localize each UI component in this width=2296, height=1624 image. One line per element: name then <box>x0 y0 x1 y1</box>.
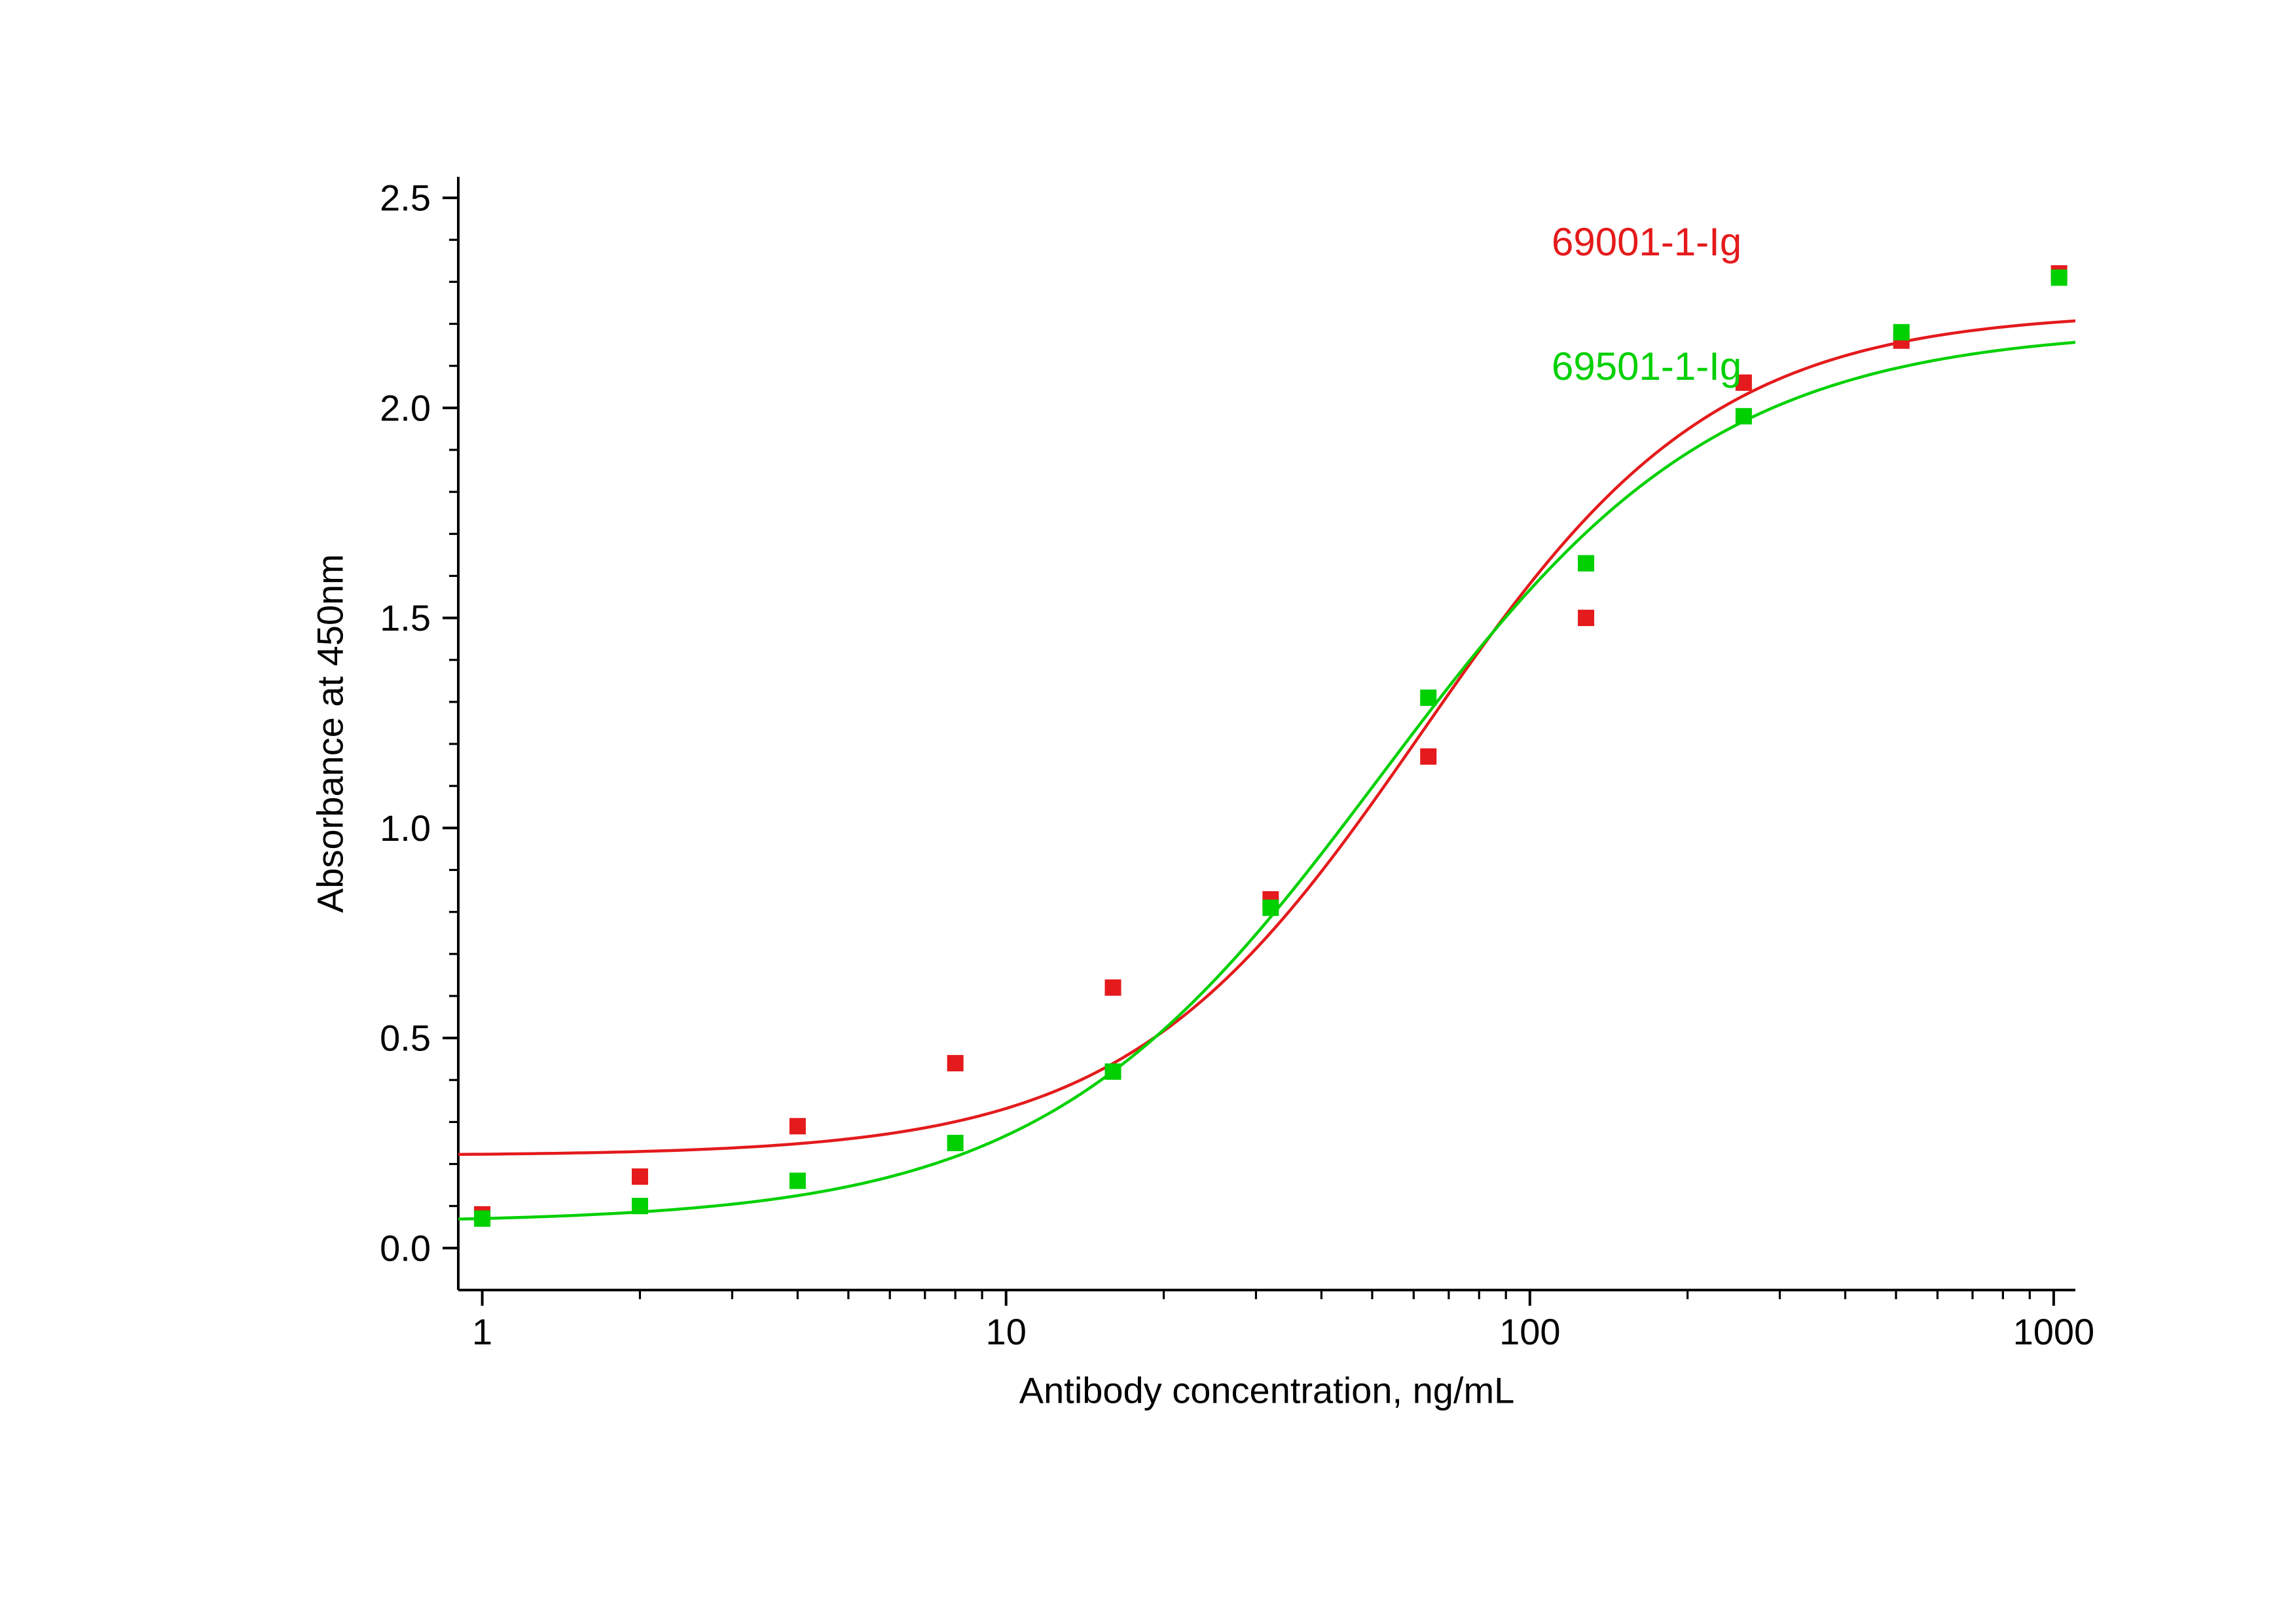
data-point <box>2051 270 2067 286</box>
data-point <box>947 1135 963 1151</box>
y-tick-label: 2.5 <box>380 177 431 219</box>
data-point <box>1421 748 1436 764</box>
y-tick-label: 2.0 <box>380 387 431 428</box>
x-tick-label: 10 <box>986 1311 1027 1352</box>
data-point <box>1421 690 1436 705</box>
data-point <box>1578 610 1594 626</box>
data-point <box>1105 980 1121 995</box>
series-label-1: 69501-1-Ig <box>1552 344 1741 388</box>
data-point <box>1893 324 1909 340</box>
y-tick-label: 1.5 <box>380 597 431 638</box>
x-axis-label: Antibody concentration, ng/mL <box>1019 1369 1514 1411</box>
data-point <box>632 1198 647 1214</box>
data-point <box>790 1118 805 1134</box>
y-tick-label: 0.0 <box>380 1227 431 1268</box>
y-axis-label: Absorbance at 450nm <box>310 554 351 913</box>
x-tick-label: 1 <box>472 1311 492 1352</box>
data-point <box>1105 1063 1121 1079</box>
x-tick-label: 1000 <box>2013 1311 2095 1352</box>
data-point <box>790 1173 805 1189</box>
dose-response-chart: 1 10 100 1000 0.0 0.5 1.0 1.5 2.0 2.5 Antibody con… <box>0 0 2296 1624</box>
data-point <box>947 1056 963 1071</box>
series-label-0: 69001-1-Ig <box>1552 220 1741 264</box>
y-tick-label: 1.0 <box>380 807 431 849</box>
y-tick-label: 0.5 <box>380 1018 431 1059</box>
data-point <box>632 1169 647 1185</box>
data-point <box>1263 900 1279 915</box>
data-point <box>475 1211 490 1227</box>
chart-container: 1 10 100 1000 0.0 0.5 1.0 1.5 2.0 2.5 Antibody con… <box>0 0 2296 1624</box>
data-point <box>1736 409 1751 424</box>
x-tick-label: 100 <box>1499 1311 1560 1352</box>
data-point <box>1578 555 1594 571</box>
